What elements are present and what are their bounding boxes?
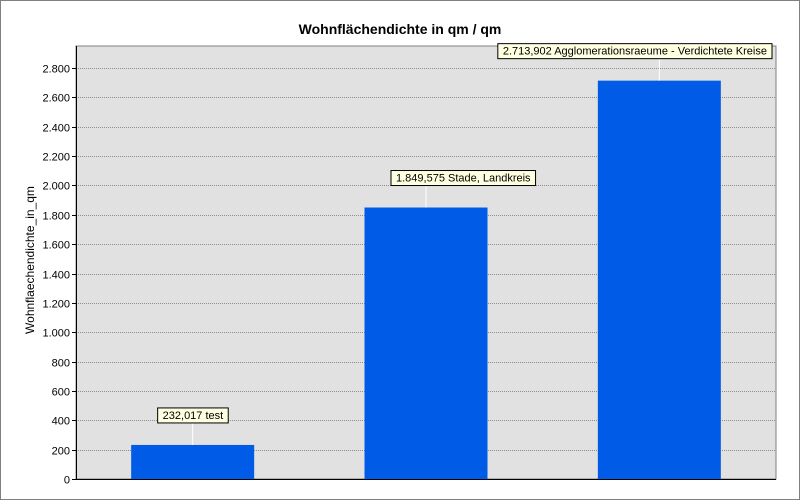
bar bbox=[597, 80, 721, 479]
data-label-box bbox=[157, 407, 229, 424]
y-tick-label: 600 bbox=[52, 387, 70, 399]
y-tick-label: 1.800 bbox=[42, 211, 70, 223]
y-tick-label: 1.600 bbox=[42, 240, 70, 252]
data-label-text: 1.849,575 Stade, Landkreis bbox=[396, 173, 531, 185]
y-tick-label: 1.400 bbox=[42, 270, 70, 282]
y-tick-label: 400 bbox=[52, 416, 70, 428]
y-tick-label: 800 bbox=[52, 358, 70, 370]
data-label: 2.713,902 Agglomerationsraeume - Verdich… bbox=[497, 43, 773, 60]
y-tick-label: 1.000 bbox=[42, 328, 70, 340]
bar bbox=[364, 207, 488, 479]
y-tick-label: 1.200 bbox=[42, 299, 70, 311]
y-tick-label: 2.000 bbox=[42, 181, 70, 193]
data-label-text: 232,017 test bbox=[163, 410, 224, 422]
y-tick-label: 200 bbox=[52, 446, 70, 458]
y-tick-label: 0 bbox=[64, 475, 70, 487]
y-tick-label: 2.800 bbox=[42, 64, 70, 76]
bar bbox=[131, 444, 255, 479]
chart-title: Wohnflächendichte in qm / qm bbox=[298, 21, 502, 37]
y-tick-label: 2.400 bbox=[42, 123, 70, 135]
data-label: 232,017 test bbox=[157, 407, 229, 424]
y-tick-label: 2.200 bbox=[42, 152, 70, 164]
data-label-text: 2.713,902 Agglomerationsraeume - Verdich… bbox=[503, 46, 767, 58]
y-tick-label: 2.600 bbox=[42, 93, 70, 105]
data-label-box bbox=[390, 170, 537, 187]
data-label: 1.849,575 Stade, Landkreis bbox=[390, 170, 537, 187]
data-label-box bbox=[497, 43, 773, 60]
